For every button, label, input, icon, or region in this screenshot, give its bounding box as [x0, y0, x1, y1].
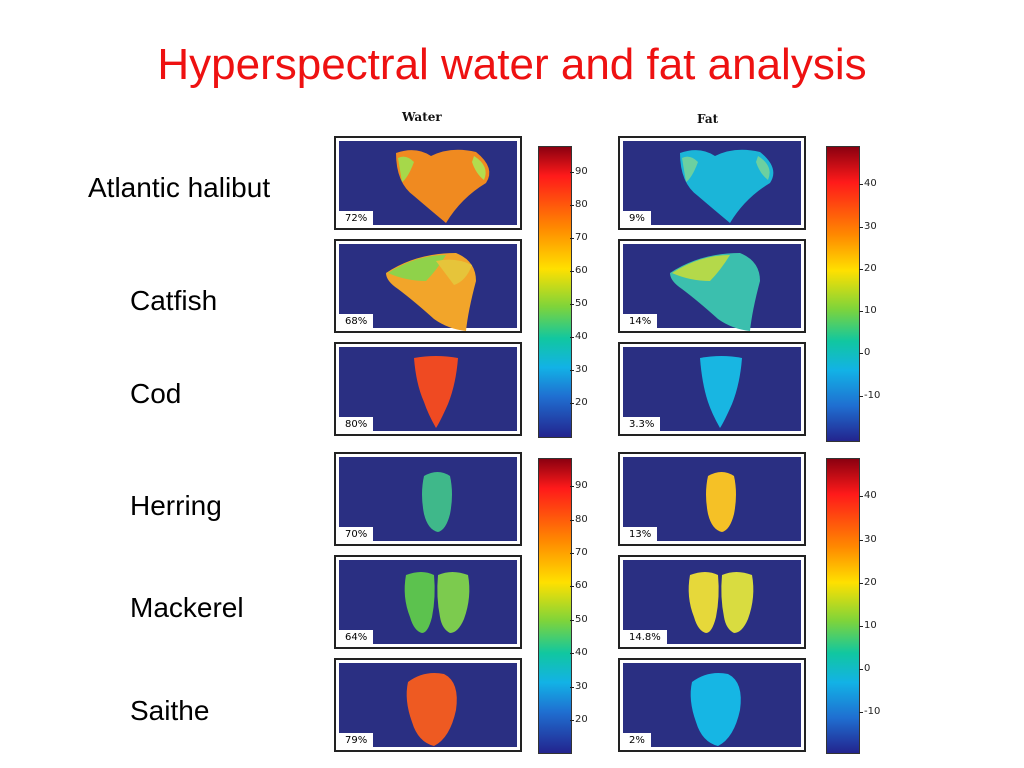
water-percentage: 70%	[339, 527, 374, 541]
fat-image-herring: 13%	[618, 452, 806, 546]
water-tick: 40	[570, 647, 588, 658]
water-image-saithe: 79%	[334, 658, 522, 752]
water-percentage: 72%	[339, 211, 374, 225]
water-colorbar-top	[538, 146, 572, 438]
label-cod: Cod	[130, 378, 182, 409]
fat-tick: -10	[858, 706, 881, 717]
fat-colorbar-bottom	[826, 458, 860, 754]
fat-tick: 40	[859, 490, 877, 501]
water-tick: 20	[570, 714, 588, 725]
water-tick: 30	[570, 364, 588, 375]
fish-shape	[670, 253, 760, 331]
fat-tick: 0	[858, 663, 871, 674]
fish-shape	[422, 472, 452, 532]
fish-shape	[414, 356, 458, 428]
water-percentage: 64%	[339, 630, 374, 644]
fish-shape	[386, 253, 476, 331]
water-percentage: 68%	[339, 314, 374, 328]
fat-percentage: 9%	[623, 211, 651, 225]
water-tick: 70	[570, 232, 588, 243]
water-tick: 50	[570, 614, 588, 625]
water-tick: 20	[570, 397, 588, 408]
fat-tick: 10	[859, 305, 877, 316]
water-colorbar-bottom	[538, 458, 572, 754]
fat-percentage: 3.3%	[623, 417, 661, 431]
water-tick: 50	[570, 298, 588, 309]
fat-tick: 40	[859, 178, 877, 189]
water-tick: 60	[570, 580, 588, 591]
fish-shape	[700, 356, 742, 428]
fat-image-cod: 3.3%	[618, 342, 806, 436]
fat-tick: 10	[859, 620, 877, 631]
fat-image-mackerel: 14.8%	[618, 555, 806, 649]
water-column-header: Water	[402, 110, 442, 124]
water-tick: 80	[570, 199, 588, 210]
fat-tick: -10	[858, 390, 881, 401]
fat-colorbar-top	[826, 146, 860, 442]
fish-shape	[706, 472, 736, 532]
fat-tick: 0	[858, 347, 871, 358]
fat-tick: 30	[859, 534, 877, 545]
water-image-catfish: 68%	[334, 239, 522, 333]
water-image-herring: 70%	[334, 452, 522, 546]
water-image-cod: 80%	[334, 342, 522, 436]
fish-shape	[406, 673, 457, 746]
label-catfish: Catfish	[130, 285, 218, 316]
water-tick: 80	[570, 514, 588, 525]
fat-image-atlantic-halibut: 9%	[618, 136, 806, 230]
fish-shape	[680, 149, 774, 223]
water-tick: 70	[570, 547, 588, 558]
fat-percentage: 14.8%	[623, 630, 667, 644]
water-tick: 30	[570, 681, 588, 692]
slide-title: Hyperspectral water and fat analysis	[157, 40, 867, 89]
water-image-atlantic-halibut: 72%	[334, 136, 522, 230]
fat-percentage: 14%	[623, 314, 658, 328]
label-atlantic-halibut: Atlantic halibut	[88, 172, 271, 203]
fat-tick: 20	[859, 577, 877, 588]
water-percentage: 80%	[339, 417, 374, 431]
water-percentage: 79%	[339, 733, 374, 747]
water-tick: 40	[570, 331, 588, 342]
fat-tick: 30	[859, 221, 877, 232]
label-herring: Herring	[130, 490, 222, 521]
water-image-mackerel: 64%	[334, 555, 522, 649]
fat-column-header: Fat	[697, 112, 719, 126]
fish-shape	[404, 572, 470, 633]
fish-shape	[688, 572, 754, 633]
fat-image-catfish: 14%	[618, 239, 806, 333]
fish-shape	[690, 673, 741, 746]
water-tick: 60	[570, 265, 588, 276]
water-tick: 90	[570, 480, 588, 491]
water-tick: 90	[570, 166, 588, 177]
fish-shape	[396, 149, 490, 223]
fat-tick: 20	[859, 263, 877, 274]
label-mackerel: Mackerel	[130, 592, 244, 623]
label-saithe: Saithe	[130, 695, 210, 726]
fat-percentage: 2%	[623, 733, 651, 747]
fat-percentage: 13%	[623, 527, 658, 541]
fat-image-saithe: 2%	[618, 658, 806, 752]
